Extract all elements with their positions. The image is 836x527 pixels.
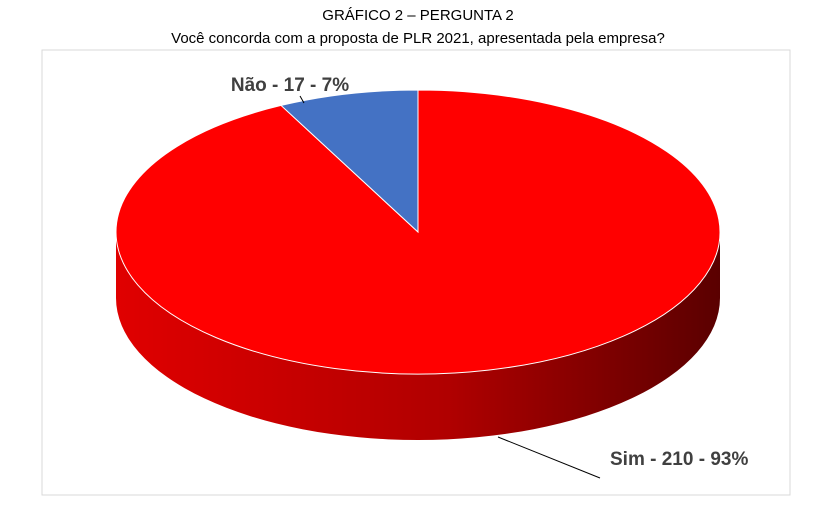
chart-subtitle: Você concorda com a proposta de PLR 2021… <box>171 30 665 47</box>
chart-title: GRÁFICO 2 – PERGUNTA 2 <box>322 7 513 24</box>
pie-slice <box>280 89 419 234</box>
leader-line <box>299 95 305 104</box>
pie-side <box>116 232 720 440</box>
data-label: Sim - 210 - 93% <box>610 449 748 470</box>
leader-line <box>497 436 601 479</box>
data-label: Não - 17 - 7% <box>231 75 349 96</box>
